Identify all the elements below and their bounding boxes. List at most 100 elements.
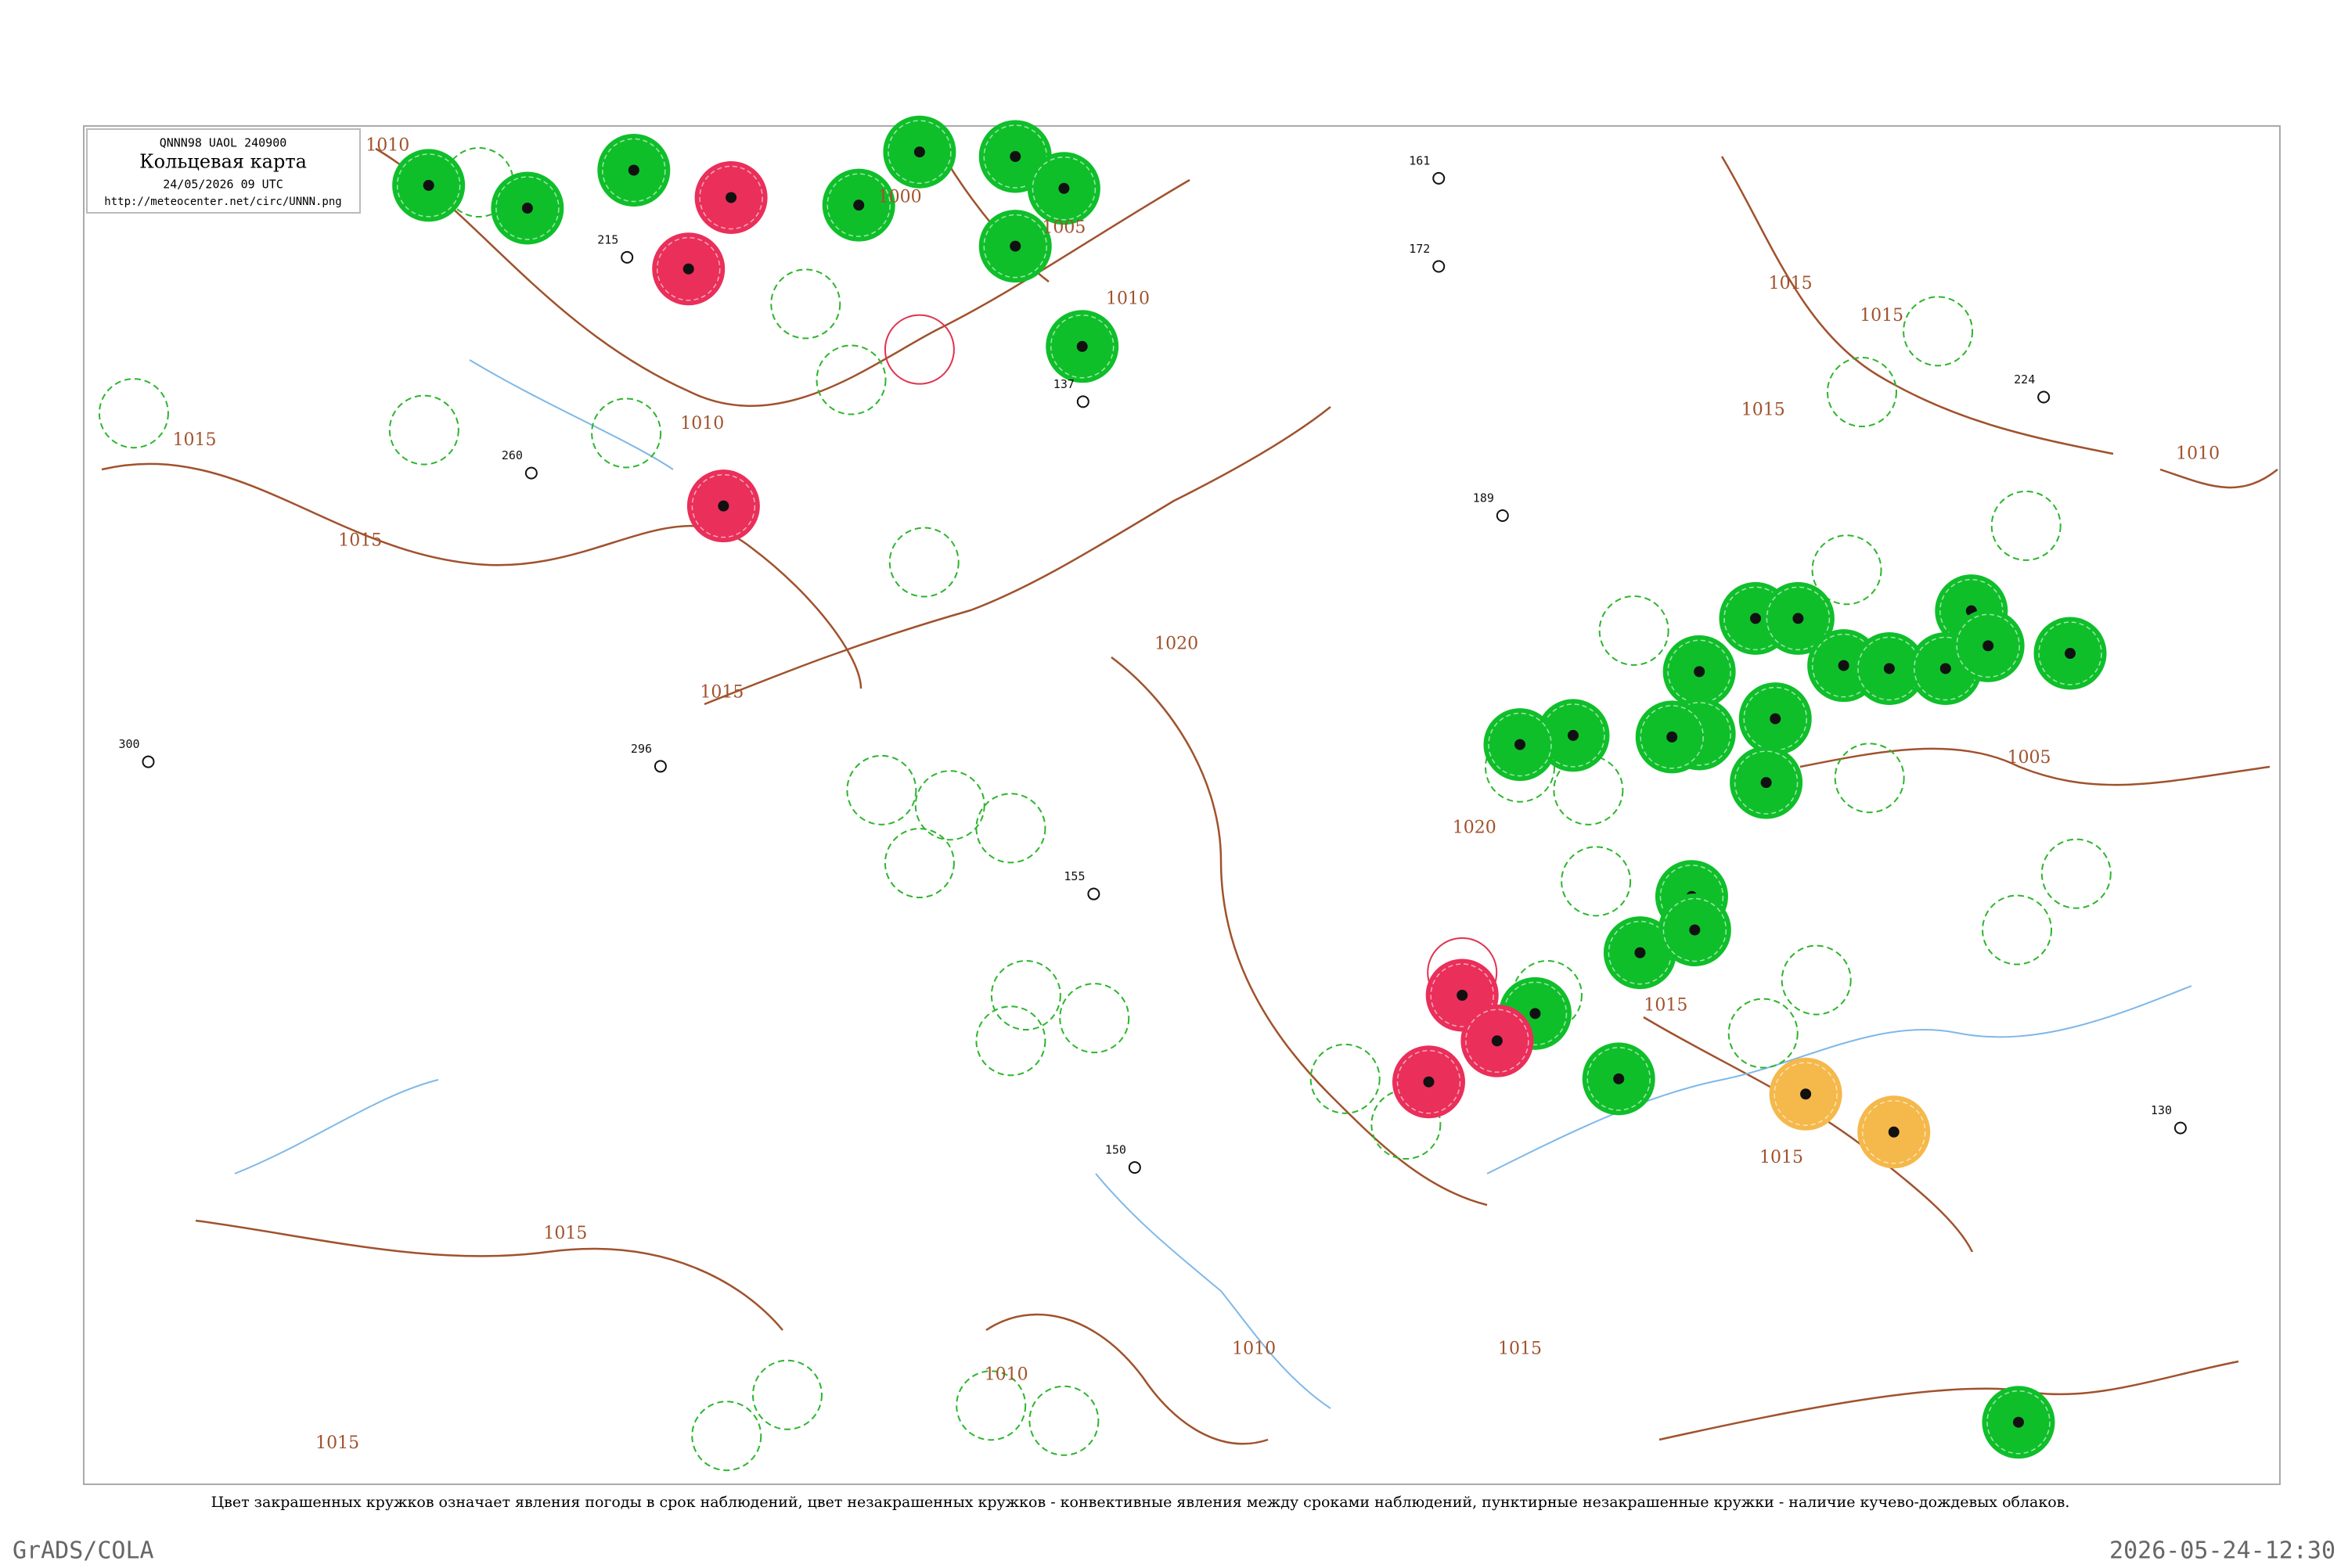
station-dot bbox=[1750, 613, 1762, 624]
isobar-label: 1005 bbox=[1042, 218, 1086, 237]
header-code: QNNN98 UAOL 240900 bbox=[160, 136, 287, 150]
station-dot bbox=[1689, 924, 1701, 936]
convective-circle bbox=[884, 314, 955, 385]
weather-circle-green-ring bbox=[826, 173, 891, 237]
weather-circle-green-ring bbox=[1734, 750, 1799, 815]
station-dot bbox=[423, 179, 434, 191]
weather-circle-red-ring bbox=[1396, 1049, 1461, 1114]
isobar bbox=[1111, 656, 1488, 1207]
station-dot bbox=[521, 203, 533, 214]
weather-circle-red-ring bbox=[1430, 963, 1494, 1027]
weather-circle-green-ring bbox=[1662, 897, 1727, 962]
isobar-label: 1010 bbox=[366, 135, 409, 155]
weather-circle-green-ring bbox=[396, 153, 461, 218]
station-dot bbox=[1888, 1126, 1900, 1138]
station-dot bbox=[2173, 1121, 2187, 1135]
station-dot bbox=[718, 500, 729, 512]
cb-cloud-circle bbox=[1781, 944, 1852, 1016]
cb-cloud-circle bbox=[816, 344, 887, 415]
header-datetime: 24/05/2026 09 UTC bbox=[163, 178, 283, 192]
station-dot bbox=[726, 192, 737, 203]
weather-circle-red-ring bbox=[1465, 1009, 1529, 1074]
weather-circle-orange-ring bbox=[1774, 1062, 1838, 1126]
isobar-label: 1005 bbox=[2008, 748, 2051, 768]
weather-circle-green-ring bbox=[602, 138, 666, 203]
footer-left: GrADS/COLA bbox=[13, 1537, 154, 1565]
caption: Цвет закрашенных кружков означает явлени… bbox=[211, 1494, 2070, 1511]
isobar-label: 1015 bbox=[1860, 306, 1903, 325]
station-dot bbox=[1010, 151, 1021, 163]
station-dot bbox=[1423, 1076, 1435, 1088]
weather-circle-green-ring bbox=[1956, 613, 2020, 678]
station-dot bbox=[654, 760, 667, 773]
station-label: 155 bbox=[1064, 869, 1085, 883]
weather-circle-red-ring bbox=[656, 236, 721, 301]
isobar-label: 1010 bbox=[680, 414, 724, 433]
isobar bbox=[195, 1219, 783, 1331]
station-dot bbox=[1128, 1161, 1141, 1174]
weather-circle-green-ring bbox=[2038, 621, 2102, 685]
station-dot bbox=[2065, 648, 2076, 660]
weather-circle-green-ring bbox=[495, 176, 560, 240]
cb-cloud-circle bbox=[1990, 490, 2062, 561]
cb-cloud-circle bbox=[956, 1370, 1027, 1441]
station-dot bbox=[1076, 395, 1089, 408]
station-dot bbox=[621, 250, 634, 264]
isobar-label: 1010 bbox=[2176, 444, 2220, 464]
cb-cloud-circle bbox=[975, 1005, 1046, 1077]
station-dot bbox=[1613, 1073, 1625, 1084]
station-label: 130 bbox=[2151, 1103, 2172, 1117]
isobar-label: 1015 bbox=[315, 1433, 359, 1453]
weather-circle-red-ring bbox=[691, 473, 756, 538]
station-dot bbox=[1432, 171, 1446, 185]
station-label: 260 bbox=[502, 448, 523, 462]
cb-cloud-circle bbox=[1370, 1089, 1442, 1160]
station-dot bbox=[1491, 1035, 1503, 1047]
isobar-label: 1015 bbox=[1498, 1339, 1542, 1358]
station-dot bbox=[1770, 713, 1781, 725]
station-dot bbox=[1432, 260, 1446, 273]
weather-circle-green-ring bbox=[1032, 156, 1097, 221]
cb-cloud-circle bbox=[1982, 894, 2053, 966]
cb-cloud-circle bbox=[1059, 983, 1130, 1054]
station-dot bbox=[853, 200, 865, 211]
station-dot bbox=[1883, 663, 1895, 674]
weather-circle-green-ring bbox=[1488, 712, 1552, 777]
cb-cloud-circle bbox=[1028, 1385, 1100, 1456]
station-dot bbox=[1514, 739, 1525, 750]
isobar-label: 1015 bbox=[543, 1224, 587, 1243]
cb-cloud-circle bbox=[1598, 595, 1669, 666]
header-box bbox=[86, 128, 361, 214]
station-dot bbox=[1760, 777, 1772, 789]
station-label: 137 bbox=[1053, 377, 1075, 391]
weather-circle-green-ring bbox=[983, 214, 1048, 279]
isobar bbox=[985, 1313, 1269, 1445]
isobar-label: 1015 bbox=[700, 683, 744, 703]
cb-cloud-circle bbox=[888, 527, 960, 598]
header-title: Кольцевая карта bbox=[139, 151, 307, 173]
station-dot bbox=[1792, 613, 1804, 624]
isobar-label: 1015 bbox=[1769, 274, 1813, 293]
cb-cloud-circle bbox=[975, 793, 1046, 864]
station-dot bbox=[1982, 640, 1994, 652]
cb-cloud-circle bbox=[388, 394, 459, 466]
station-dot bbox=[913, 146, 925, 158]
station-label: 161 bbox=[1409, 153, 1430, 167]
river bbox=[1095, 1173, 1331, 1409]
station-dot bbox=[2012, 1416, 2024, 1428]
weather-circle-green-ring bbox=[1766, 586, 1831, 651]
cb-cloud-circle bbox=[751, 1359, 823, 1430]
cb-cloud-circle bbox=[1826, 357, 1897, 428]
isobar bbox=[2159, 468, 2278, 489]
weather-circle-green-ring bbox=[1986, 1390, 2051, 1455]
station-label: 296 bbox=[631, 742, 652, 756]
cb-cloud-circle bbox=[1834, 743, 1905, 814]
isobar-label: 1015 bbox=[1644, 996, 1687, 1016]
isobar bbox=[704, 406, 1331, 706]
labels: 1010 1000 1005 1010 1010 1015 1015 1015 1020 1020… bbox=[118, 135, 2220, 1452]
isobar-label: 1010 bbox=[1106, 290, 1150, 309]
isobar bbox=[1720, 156, 2114, 455]
station-dot bbox=[1838, 660, 1849, 671]
cb-cloud-circle bbox=[846, 754, 917, 825]
